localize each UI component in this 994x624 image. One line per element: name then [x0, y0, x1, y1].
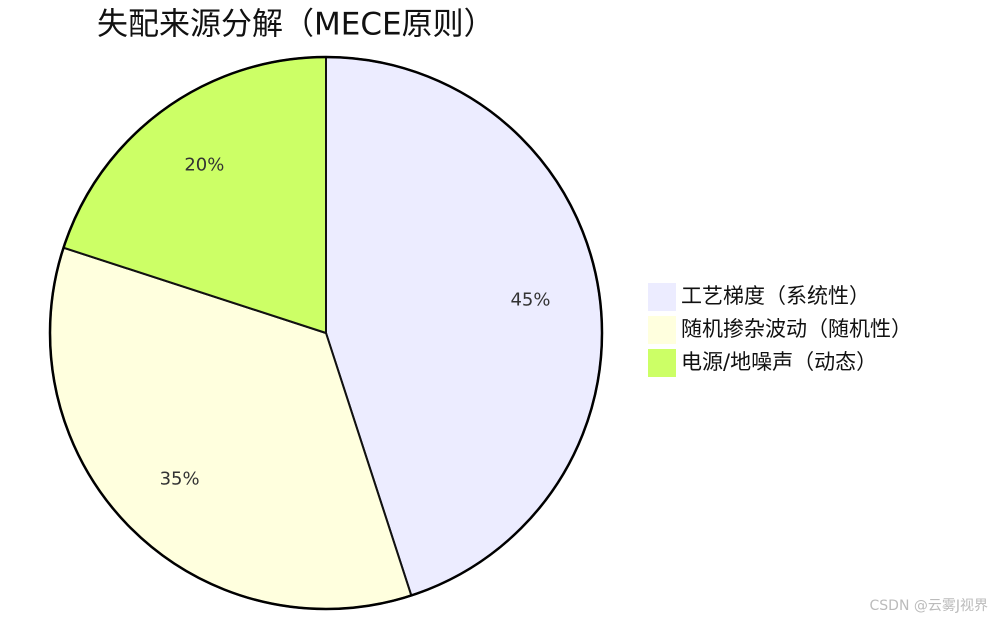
legend-label: 随机掺杂波动（随机性） — [681, 317, 912, 341]
legend-swatch — [648, 349, 676, 377]
legend-swatch — [648, 316, 676, 344]
slice-label: 35% — [160, 468, 200, 489]
chart-title: 失配来源分解（MECE原则） — [97, 7, 495, 43]
legend-label: 电源/地噪声（动态） — [681, 350, 877, 374]
pie-outline — [48, 55, 604, 611]
legend-label: 工艺梯度（系统性） — [681, 284, 870, 308]
legend-swatch — [648, 283, 676, 311]
slice-label: 45% — [510, 290, 550, 311]
slice-label: 20% — [184, 155, 224, 176]
watermark: CSDN @云雾J视界 — [870, 598, 989, 614]
